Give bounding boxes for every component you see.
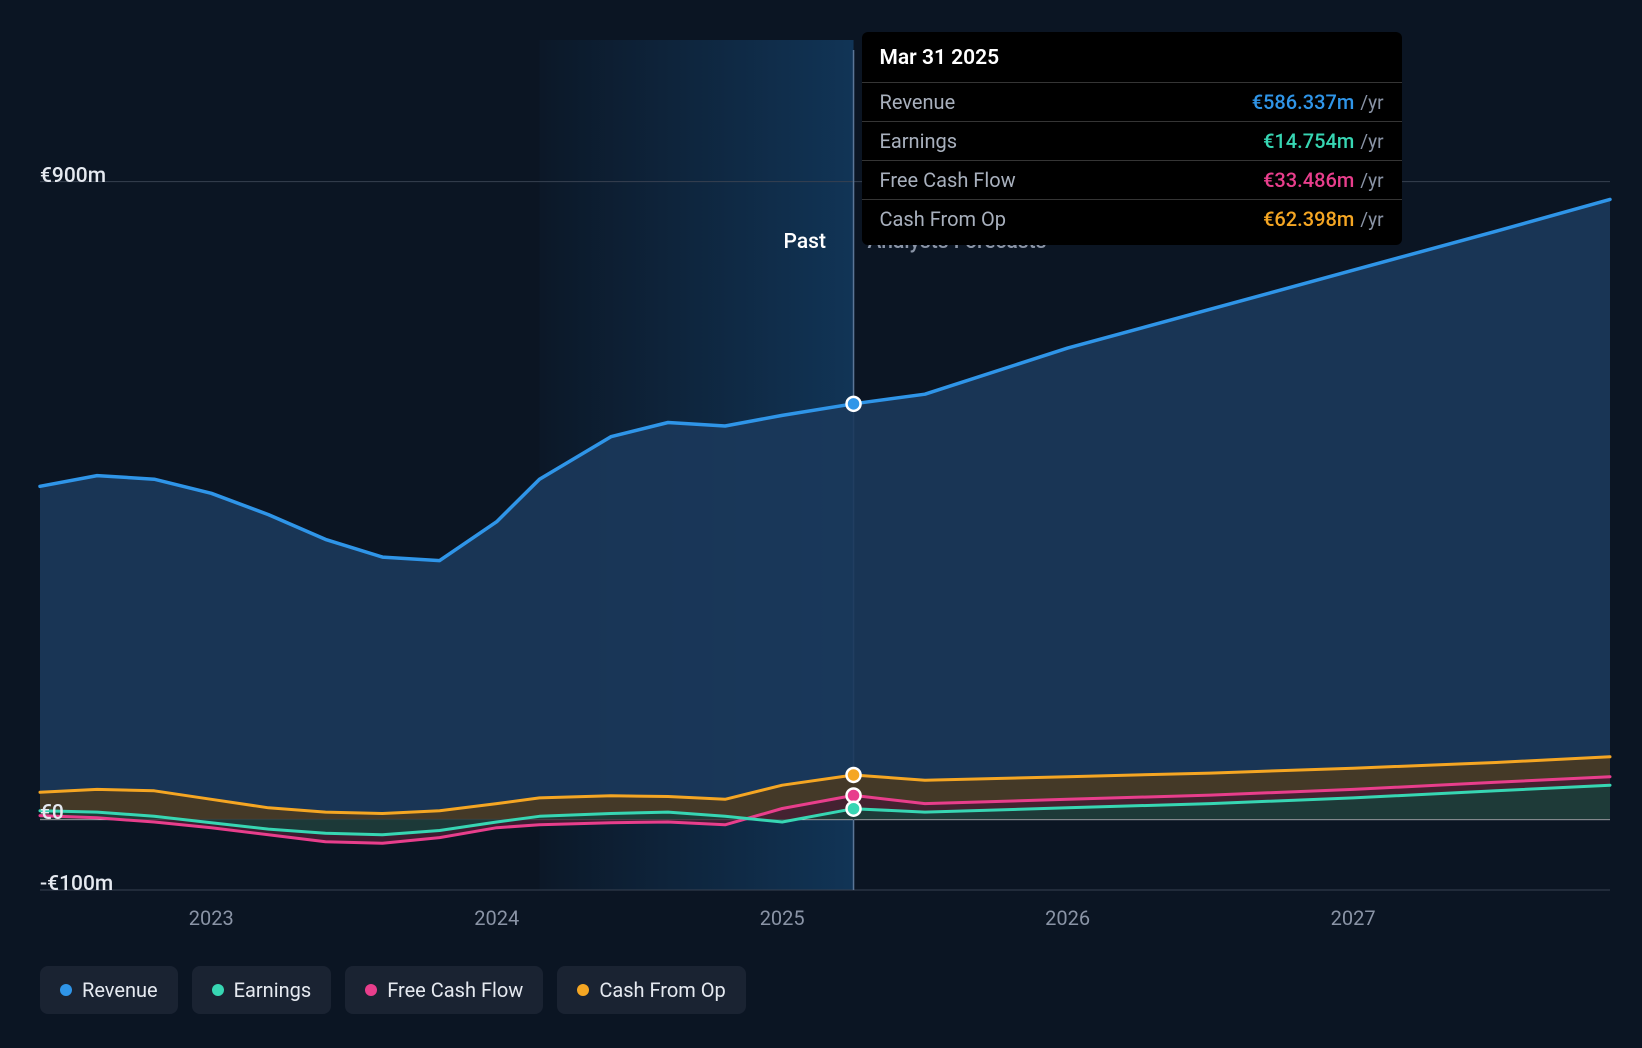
y-tick-label: €0 bbox=[40, 801, 64, 825]
legend-item[interactable]: Earnings bbox=[192, 966, 332, 1014]
legend-label: Cash From Op bbox=[599, 978, 725, 1002]
x-tick-label: 2024 bbox=[474, 906, 519, 930]
tooltip-row-value-wrap: €62.398m/yr bbox=[1263, 207, 1383, 231]
y-tick-label: €900m bbox=[40, 164, 106, 188]
financial-chart: -€100m€0€900m 20232024202520262027 Past … bbox=[0, 0, 1642, 1048]
x-tick-label: 2025 bbox=[760, 906, 805, 930]
marker-free_cash_flow bbox=[847, 788, 861, 802]
tooltip-row-value: €14.754m bbox=[1263, 129, 1354, 153]
tooltip-title: Mar 31 2025 bbox=[862, 32, 1402, 83]
tooltip-row-unit: /yr bbox=[1360, 91, 1383, 114]
y-tick-label: -€100m bbox=[40, 872, 113, 896]
tooltip-row: Cash From Op €62.398m/yr bbox=[862, 200, 1402, 245]
x-tick-label: 2023 bbox=[189, 906, 234, 930]
x-tick-label: 2027 bbox=[1331, 906, 1376, 930]
chart-tooltip: Mar 31 2025 Revenue €586.337m/yr Earnings €… bbox=[862, 32, 1402, 245]
legend-label: Revenue bbox=[82, 978, 158, 1002]
tooltip-row-value: €33.486m bbox=[1263, 168, 1354, 192]
marker-earnings bbox=[847, 802, 861, 816]
legend-dot-icon bbox=[60, 984, 72, 996]
marker-cash_from_op bbox=[847, 768, 861, 782]
chart-legend: Revenue Earnings Free Cash Flow Cash From O… bbox=[40, 966, 746, 1014]
marker-revenue bbox=[847, 397, 861, 411]
legend-dot-icon bbox=[365, 984, 377, 996]
tooltip-row: Revenue €586.337m/yr bbox=[862, 83, 1402, 122]
legend-item[interactable]: Free Cash Flow bbox=[345, 966, 543, 1014]
x-tick-label: 2026 bbox=[1045, 906, 1090, 930]
tooltip-row: Free Cash Flow €33.486m/yr bbox=[862, 161, 1402, 200]
tooltip-row: Earnings €14.754m/yr bbox=[862, 122, 1402, 161]
tooltip-row-unit: /yr bbox=[1360, 208, 1383, 231]
tooltip-row-unit: /yr bbox=[1360, 130, 1383, 153]
tooltip-row-label: Cash From Op bbox=[880, 207, 1006, 231]
tooltip-row-value-wrap: €33.486m/yr bbox=[1263, 168, 1383, 192]
legend-label: Free Cash Flow bbox=[387, 978, 523, 1002]
legend-item[interactable]: Cash From Op bbox=[557, 966, 745, 1014]
tooltip-row-label: Earnings bbox=[880, 129, 958, 153]
tooltip-row-label: Free Cash Flow bbox=[880, 168, 1016, 192]
tooltip-row-value: €62.398m bbox=[1263, 207, 1354, 231]
region-label-past: Past bbox=[784, 230, 826, 254]
tooltip-row-value: €586.337m bbox=[1252, 90, 1355, 114]
legend-dot-icon bbox=[212, 984, 224, 996]
legend-label: Earnings bbox=[234, 978, 312, 1002]
tooltip-row-unit: /yr bbox=[1360, 169, 1383, 192]
legend-item[interactable]: Revenue bbox=[40, 966, 178, 1014]
tooltip-row-value-wrap: €14.754m/yr bbox=[1263, 129, 1383, 153]
tooltip-row-value-wrap: €586.337m/yr bbox=[1252, 90, 1384, 114]
tooltip-row-label: Revenue bbox=[880, 90, 956, 114]
legend-dot-icon bbox=[577, 984, 589, 996]
